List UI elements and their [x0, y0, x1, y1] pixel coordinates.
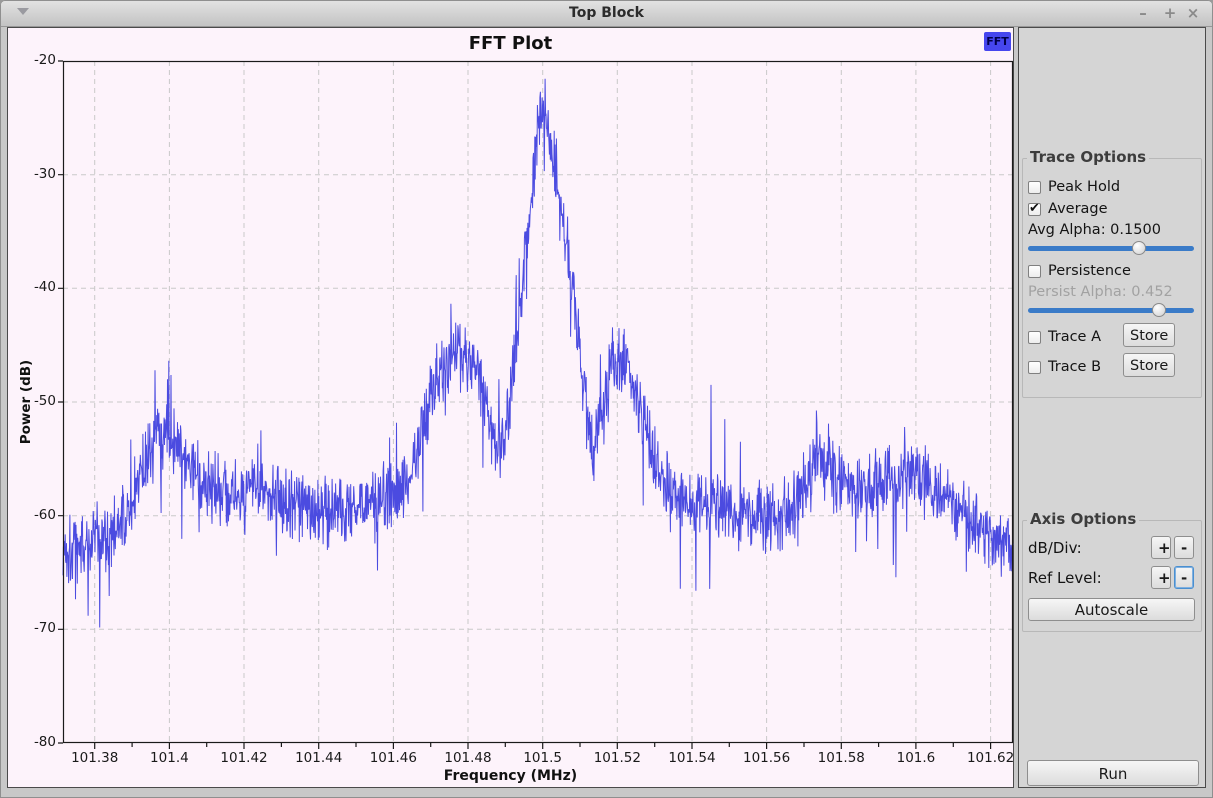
title-bar[interactable]: Top Block – + × [1, 1, 1212, 27]
persistence-label[interactable]: Persistence [1048, 263, 1131, 279]
x-tick-label: 101.54 [668, 750, 716, 766]
y-tick-label: -60 [33, 506, 56, 523]
axis-options-heading: Axis Options [1027, 510, 1140, 528]
x-tick-label: 101.46 [369, 750, 417, 766]
persist-alpha-slider-thumb[interactable] [1152, 303, 1167, 317]
x-tick-label: 101.56 [743, 750, 791, 766]
x-tick-label: 101.38 [71, 750, 119, 766]
persist-alpha-slider[interactable] [1028, 303, 1194, 317]
trace-a-row[interactable]: Trace A [1028, 328, 1101, 346]
y-tick-label: -30 [33, 165, 56, 182]
x-tick-label: 101.62 [966, 750, 1015, 766]
window-title: Top Block [569, 5, 644, 21]
x-tick-label: 101.42 [220, 750, 268, 766]
plot-title: FFT Plot [468, 33, 553, 54]
x-axis-title: Frequency (MHz) [443, 768, 578, 784]
x-tick-label: 101.58 [817, 750, 865, 766]
autoscale-button[interactable]: Autoscale [1028, 598, 1195, 621]
y-axis-title: Power (dB) [18, 359, 34, 445]
db-div-label: dB/Div: [1028, 539, 1082, 557]
db-div-decrease-button[interactable]: - [1174, 536, 1194, 559]
average-label[interactable]: Average [1048, 201, 1108, 217]
persistence-row[interactable]: Persistence [1028, 262, 1131, 280]
avg-alpha-slider-track[interactable] [1028, 246, 1194, 251]
x-tick-label: 101.48 [444, 750, 492, 766]
spectrum-plot-canvas[interactable] [58, 60, 1014, 749]
y-tick-label: -20 [33, 52, 56, 68]
y-tick-label: -40 [33, 279, 56, 296]
peak-hold-row[interactable]: Peak Hold [1028, 178, 1120, 196]
avg-alpha-slider-thumb[interactable] [1132, 241, 1147, 255]
peak-hold-label[interactable]: Peak Hold [1048, 179, 1121, 195]
trace-options-group: Trace Options [1022, 148, 1202, 398]
trace-a-checkbox[interactable] [1028, 330, 1041, 344]
trace-a-label[interactable]: Trace A [1048, 329, 1101, 345]
x-tick-label: 101.52 [593, 750, 641, 766]
axis-options-group: Axis Options [1022, 510, 1202, 632]
y-tick-label: -70 [33, 620, 56, 637]
x-tick-label: 101.4 [150, 750, 189, 766]
peak-hold-checkbox[interactable] [1028, 180, 1041, 194]
persistence-checkbox[interactable] [1028, 264, 1041, 278]
ref-level-decrease-button[interactable]: - [1174, 566, 1194, 589]
db-div-increase-button[interactable]: + [1151, 536, 1171, 559]
run-button[interactable]: Run [1027, 760, 1199, 786]
maximize-button[interactable]: + [1163, 4, 1177, 22]
ref-level-label: Ref Level: [1028, 569, 1102, 587]
x-tick-label: 101.44 [295, 750, 343, 766]
fft-tab[interactable]: FFT [984, 32, 1011, 51]
average-checkbox[interactable] [1028, 201, 1041, 216]
persist-alpha-label: Persist Alpha: 0.452 [1028, 284, 1173, 300]
avg-alpha-label: Avg Alpha: 0.1500 [1028, 222, 1161, 238]
average-row[interactable]: Average [1028, 200, 1108, 218]
window-menu-icon[interactable] [17, 8, 29, 15]
x-tick-label: 101.6 [896, 750, 936, 766]
trace-b-label[interactable]: Trace B [1048, 359, 1102, 375]
trace-b-checkbox[interactable] [1028, 360, 1041, 374]
fft-plot-region: FFT Plot FFT -20 -30 -40 -50 -60 -70 -80 101.3… [7, 27, 1014, 788]
trace-b-store-button[interactable]: Store [1123, 353, 1175, 377]
y-tick-label: -80 [33, 734, 56, 750]
x-tick-label: 101.5 [523, 750, 562, 766]
trace-options-heading: Trace Options [1027, 148, 1150, 166]
trace-b-row[interactable]: Trace B [1028, 358, 1101, 376]
y-tick-label: -50 [33, 393, 56, 409]
close-button[interactable]: × [1186, 4, 1200, 22]
avg-alpha-slider[interactable] [1028, 241, 1194, 255]
persist-alpha-slider-track[interactable] [1028, 308, 1194, 313]
minimize-button[interactable]: – [1139, 4, 1147, 22]
trace-a-store-button[interactable]: Store [1123, 323, 1175, 347]
ref-level-increase-button[interactable]: + [1151, 566, 1171, 589]
control-panel: Trace Options Peak Hold Average Avg Alph… [1018, 27, 1206, 788]
